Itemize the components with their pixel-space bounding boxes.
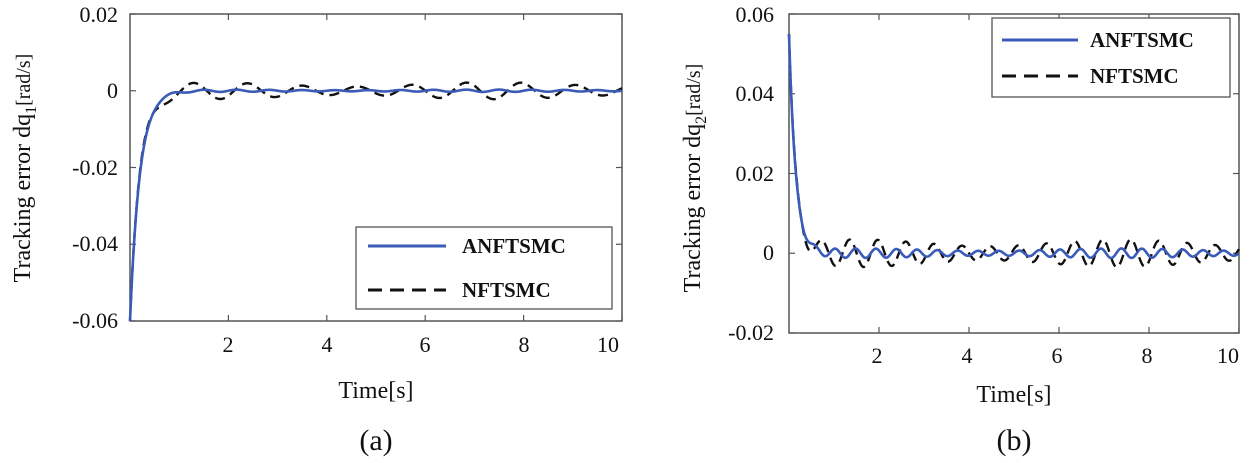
panel-a-chart: 0.02 0 -0.02 -0.04 -0.06 2 4 6 8 10 Time… — [10, 2, 623, 457]
panel-b-xtick-label: 10 — [1217, 343, 1239, 368]
panel-b-legend-label-anftsmc: ANFTSMC — [1090, 28, 1194, 52]
panel-b-chart: 0.06 0.04 0.02 0 -0.02 2 4 6 8 10 Time[s… — [680, 2, 1240, 457]
panel-b-ylabel-unit: [rad/s] — [683, 64, 705, 116]
panel-b-xtick-label: 8 — [1142, 343, 1153, 368]
panel-b-series-nftsmc — [787, 33, 1240, 269]
panel-a-ylabel-sub: 1 — [23, 106, 40, 114]
panel-a-series-nftsmc — [128, 81, 623, 322]
panel-b-legend: ANFTSMC NFTSMC — [991, 17, 1231, 98]
panel-b-xlabel: Time[s] — [976, 382, 1051, 408]
panel-a-ylabel-main: Tracking error dq — [10, 114, 36, 282]
panel-a-ytick-label: 0.02 — [80, 2, 119, 27]
panel-a-ytick-label: 0 — [107, 78, 118, 103]
panel-a-xtick-label: 8 — [519, 332, 530, 357]
panel-a-xtick-label: 10 — [597, 332, 619, 357]
panel-a-ytick-label: -0.04 — [72, 231, 118, 256]
panel-a-label: (a) — [359, 424, 392, 457]
panel-a-series-anftsmc — [128, 88, 623, 322]
panel-a-legend: ANFTSMC NFTSMC — [355, 226, 613, 310]
panel-b-ylabel: Tracking error dq2[rad/s] — [680, 64, 710, 293]
panel-a-xtick-label: 4 — [322, 332, 333, 357]
panel-b-xtick-label: 4 — [962, 343, 973, 368]
panel-a-legend-label-nftsmc: NFTSMC — [462, 278, 551, 302]
panel-b-legend-label-nftsmc: NFTSMC — [1090, 64, 1179, 88]
panel-a-xtick-label: 2 — [223, 332, 234, 357]
panel-a-legend-label-anftsmc: ANFTSMC — [462, 234, 566, 258]
panel-b-ylabel-sub: 2 — [693, 116, 710, 124]
panel-b-ytick-label: -0.02 — [728, 320, 774, 345]
panel-b-ytick-label: 0 — [763, 240, 774, 265]
panel-b-ytick-label: 0.02 — [736, 161, 775, 186]
panel-b-xtick-label: 2 — [872, 343, 883, 368]
panel-b-xtick-label: 6 — [1052, 343, 1063, 368]
panel-b-ytick-label: 0.06 — [736, 2, 775, 27]
panel-a-ytick-label: -0.06 — [72, 308, 118, 333]
panel-a-ylabel-unit: [rad/s] — [13, 54, 35, 106]
panel-a-xlabel: Time[s] — [338, 378, 413, 404]
panel-a-ylabel: Tracking error dq1[rad/s] — [10, 54, 40, 283]
panel-b-ylabel-main: Tracking error dq — [680, 124, 706, 292]
panel-b-series-anftsmc — [787, 33, 1240, 260]
panel-b-label: (b) — [997, 424, 1032, 457]
panel-a-ytick-label: -0.02 — [72, 155, 118, 180]
panel-b-ytick-label: 0.04 — [736, 81, 775, 106]
panel-a-xtick-label: 6 — [420, 332, 431, 357]
